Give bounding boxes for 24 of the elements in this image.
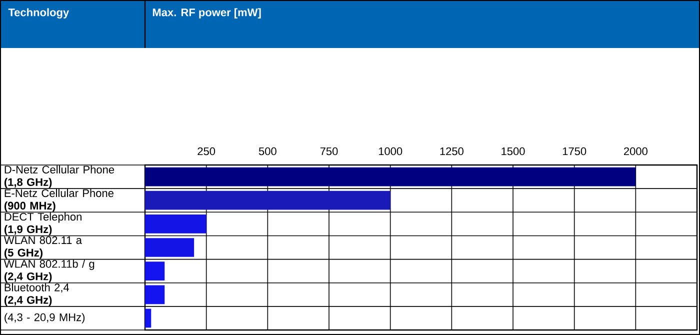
y-tick-label: DECT Telephon (1,9 GHz) — [4, 212, 82, 236]
bar — [145, 262, 165, 281]
x-tick-label: 2000 — [624, 147, 648, 156]
text: Max. RF power [mW] — [152, 8, 261, 18]
x-tick-label: 1250 — [440, 147, 464, 156]
y-tick-label: D-Netz Cellular Phone (1,8 GHz) — [4, 165, 114, 188]
x-tick-label: 500 — [258, 147, 276, 156]
y-tick-label: WLAN 802.11 a (5 GHz) — [4, 236, 82, 259]
x-tick-label: 1000 — [378, 147, 402, 156]
bar — [145, 214, 206, 234]
y-tick-label: E-Netz Cellular Phone (900 MHz) — [4, 188, 114, 212]
x-tick-label: 1750 — [562, 147, 586, 156]
bar — [145, 238, 194, 257]
y-tick-label: Bluetooth 2,4 (2,4 GHz) — [4, 283, 70, 306]
text: Technology — [8, 8, 70, 19]
y-tick-label: (4,3 - 20,9 MHz) — [4, 313, 85, 324]
x-tick-label: 1500 — [502, 147, 525, 156]
y-tick-label: WLAN 802.11b / g (2,4 GHz) — [4, 260, 94, 282]
x-tick-label: 750 — [320, 147, 338, 156]
bar — [145, 285, 165, 304]
x-tick-label: 250 — [198, 147, 216, 156]
bar — [145, 190, 390, 210]
bar — [145, 167, 636, 186]
bar — [145, 308, 152, 328]
